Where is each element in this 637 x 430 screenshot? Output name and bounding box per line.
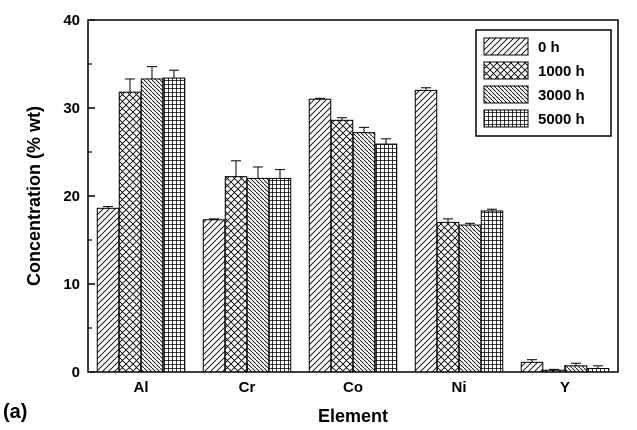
legend-label: 3000 h [538, 87, 585, 104]
bar-co-5000h [374, 143, 398, 373]
bars-layer [96, 77, 610, 373]
bar-cr-1000h [224, 176, 248, 373]
bar-co-3000h [352, 132, 376, 373]
x-tick-label: Ni [452, 379, 467, 396]
x-axis-title: Element [318, 406, 388, 426]
y-tick-label: 0 [72, 364, 80, 381]
bar-y-0h [520, 361, 544, 373]
bar-ni-5000h [480, 210, 504, 373]
bar-ni-0h [414, 89, 438, 373]
bar-co-1000h [330, 119, 354, 373]
x-tick-label: Y [560, 379, 570, 396]
bar-al-3000h [140, 78, 164, 373]
legend-label: 0 h [538, 39, 560, 56]
bar-co-0h [308, 98, 332, 373]
legend-label: 1000 h [538, 63, 585, 80]
panel-label: (a) [3, 401, 27, 423]
error-bars-layer [103, 66, 603, 371]
legend-swatch [483, 109, 529, 128]
legend-swatch [483, 61, 529, 80]
bar-al-0h [96, 207, 120, 373]
y-tick-label: 10 [63, 276, 80, 293]
y-tick-label: 30 [63, 100, 80, 117]
y-tick-label: 20 [63, 188, 80, 205]
bar-cr-3000h [246, 177, 270, 373]
bar-al-5000h [162, 77, 186, 373]
bar-ni-3000h [458, 224, 482, 373]
x-axis: Al Cr Co Ni Y [134, 365, 570, 396]
x-tick-label: Co [343, 379, 363, 396]
y-axis-title: Concentration (% wt) [24, 106, 44, 286]
bar-y-3000h [564, 365, 588, 373]
x-tick-label: Al [134, 379, 149, 396]
legend: 0 h 1000 h 3000 h 5000 h [475, 29, 612, 137]
legend-swatch [483, 37, 529, 56]
x-tick-label: Cr [239, 379, 256, 396]
legend-swatch [483, 85, 529, 104]
bar-ni-1000h [436, 221, 460, 373]
y-axis: 0 10 20 30 40 [63, 12, 95, 381]
bar-al-1000h [118, 91, 142, 373]
bar-cr-5000h [268, 177, 292, 373]
legend-label: 5000 h [538, 111, 585, 128]
bar-cr-0h [202, 219, 226, 373]
y-tick-label: 40 [63, 12, 80, 29]
